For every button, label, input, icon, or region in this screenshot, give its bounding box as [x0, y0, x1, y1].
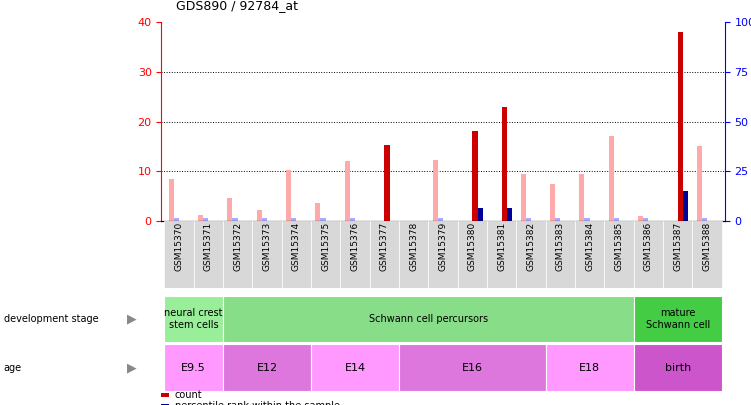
Bar: [223, 296, 634, 342]
Bar: [472, 131, 478, 221]
Text: E12: E12: [257, 362, 278, 373]
Text: percentile rank within the sample: percentile rank within the sample: [175, 401, 340, 405]
Text: ▶: ▶: [127, 312, 136, 326]
Text: age: age: [4, 362, 22, 373]
Text: GDS890 / 92784_at: GDS890 / 92784_at: [176, 0, 298, 12]
Bar: [692, 221, 722, 288]
Bar: [203, 218, 209, 221]
Text: GSM15373: GSM15373: [263, 222, 272, 271]
Bar: [487, 221, 517, 288]
Text: GSM15382: GSM15382: [526, 222, 535, 271]
Text: birth: birth: [665, 362, 691, 373]
Bar: [683, 191, 689, 221]
Text: mature
Schwann cell: mature Schwann cell: [646, 308, 710, 330]
Text: count: count: [175, 390, 203, 400]
Bar: [350, 218, 355, 221]
Bar: [198, 215, 203, 221]
Text: GSM15374: GSM15374: [292, 222, 301, 271]
Bar: [458, 221, 487, 288]
Bar: [438, 218, 443, 221]
Bar: [433, 160, 438, 221]
Bar: [643, 218, 648, 221]
Bar: [634, 296, 722, 342]
Bar: [575, 221, 605, 288]
Bar: [579, 174, 584, 221]
Bar: [321, 218, 326, 221]
Bar: [663, 221, 692, 288]
Text: GSM15371: GSM15371: [204, 222, 213, 271]
Text: GSM15387: GSM15387: [674, 222, 682, 271]
Bar: [520, 174, 526, 221]
Text: GSM15377: GSM15377: [380, 222, 389, 271]
Bar: [194, 221, 223, 288]
Text: E14: E14: [345, 362, 366, 373]
Text: GSM15375: GSM15375: [321, 222, 330, 271]
Text: E16: E16: [462, 362, 483, 373]
Text: E18: E18: [579, 362, 600, 373]
Bar: [634, 221, 663, 288]
Text: GSM15379: GSM15379: [439, 222, 448, 271]
Bar: [223, 221, 252, 288]
Text: Schwann cell percursors: Schwann cell percursors: [369, 314, 488, 324]
Bar: [428, 221, 458, 288]
Text: GSM15372: GSM15372: [234, 222, 243, 271]
Bar: [340, 221, 369, 288]
Bar: [252, 221, 282, 288]
Bar: [546, 344, 634, 391]
Text: GSM15383: GSM15383: [556, 222, 565, 271]
Bar: [608, 136, 614, 221]
Bar: [311, 221, 340, 288]
Bar: [286, 170, 291, 221]
Text: GSM15381: GSM15381: [497, 222, 506, 271]
Bar: [605, 221, 634, 288]
Text: GSM15380: GSM15380: [468, 222, 477, 271]
Bar: [526, 218, 531, 221]
Bar: [517, 221, 546, 288]
Bar: [550, 183, 555, 221]
Text: E9.5: E9.5: [181, 362, 206, 373]
Text: GSM15385: GSM15385: [614, 222, 623, 271]
Text: development stage: development stage: [4, 314, 98, 324]
Bar: [168, 179, 173, 221]
Bar: [702, 218, 707, 221]
Bar: [291, 218, 297, 221]
Bar: [697, 146, 702, 221]
Text: GSM15378: GSM15378: [409, 222, 418, 271]
Bar: [164, 344, 223, 391]
Text: GSM15388: GSM15388: [703, 222, 712, 271]
Bar: [257, 210, 262, 221]
Bar: [546, 221, 575, 288]
Bar: [262, 218, 267, 221]
Bar: [634, 344, 722, 391]
Bar: [502, 107, 507, 221]
Text: GSM15370: GSM15370: [174, 222, 183, 271]
Bar: [173, 218, 179, 221]
Bar: [399, 344, 546, 391]
Bar: [282, 221, 311, 288]
Bar: [233, 218, 238, 221]
Text: neural crest
stem cells: neural crest stem cells: [164, 308, 223, 330]
Bar: [228, 198, 233, 221]
Bar: [614, 218, 619, 221]
Bar: [223, 344, 311, 391]
Bar: [584, 218, 590, 221]
Text: ▶: ▶: [127, 361, 136, 374]
Bar: [315, 203, 321, 221]
Bar: [555, 218, 560, 221]
Bar: [311, 344, 399, 391]
Bar: [677, 32, 683, 221]
Bar: [164, 296, 223, 342]
Bar: [507, 208, 512, 221]
Bar: [399, 221, 428, 288]
Text: GSM15376: GSM15376: [351, 222, 360, 271]
Bar: [478, 208, 483, 221]
Bar: [385, 145, 390, 221]
Bar: [345, 161, 350, 221]
Bar: [638, 216, 643, 221]
Bar: [164, 221, 194, 288]
Text: GSM15386: GSM15386: [644, 222, 653, 271]
Text: GSM15384: GSM15384: [585, 222, 594, 271]
Bar: [369, 221, 399, 288]
